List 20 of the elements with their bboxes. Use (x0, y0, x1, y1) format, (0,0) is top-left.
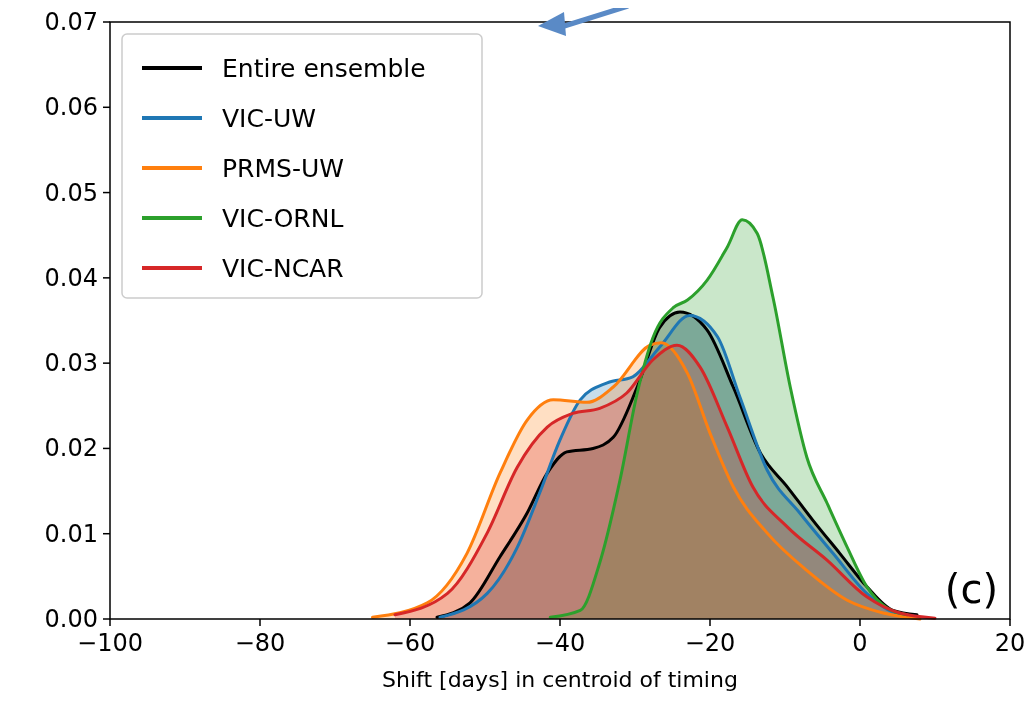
legend-label: VIC-ORNL (222, 204, 344, 233)
y-tick-label: 0.04 (44, 263, 98, 292)
y-tick-label: 0.05 (44, 178, 98, 207)
y-tick-label: 0.07 (44, 8, 98, 36)
x-axis-title: Shift [days] in centroid of timing (382, 667, 738, 692)
y-tick-label: 0.06 (44, 93, 98, 122)
y-tick-label: 0.01 (44, 519, 98, 548)
legend-label: VIC-UW (222, 104, 316, 133)
y-tick-label: 0.03 (44, 349, 98, 378)
x-tick-label: −60 (384, 629, 436, 657)
legend-label: PRMS-UW (222, 154, 344, 183)
x-tick-label: −80 (234, 629, 286, 657)
x-tick-label: 0 (852, 629, 868, 657)
x-tick-label: −20 (684, 629, 736, 657)
legend-label: Entire ensemble (222, 54, 426, 83)
x-tick-label: 20 (994, 629, 1026, 657)
legend-label: VIC-NCAR (222, 254, 344, 283)
y-tick-label: 0.02 (44, 434, 98, 463)
x-tick-label: −40 (534, 629, 586, 657)
annotation: (c) (944, 566, 998, 612)
